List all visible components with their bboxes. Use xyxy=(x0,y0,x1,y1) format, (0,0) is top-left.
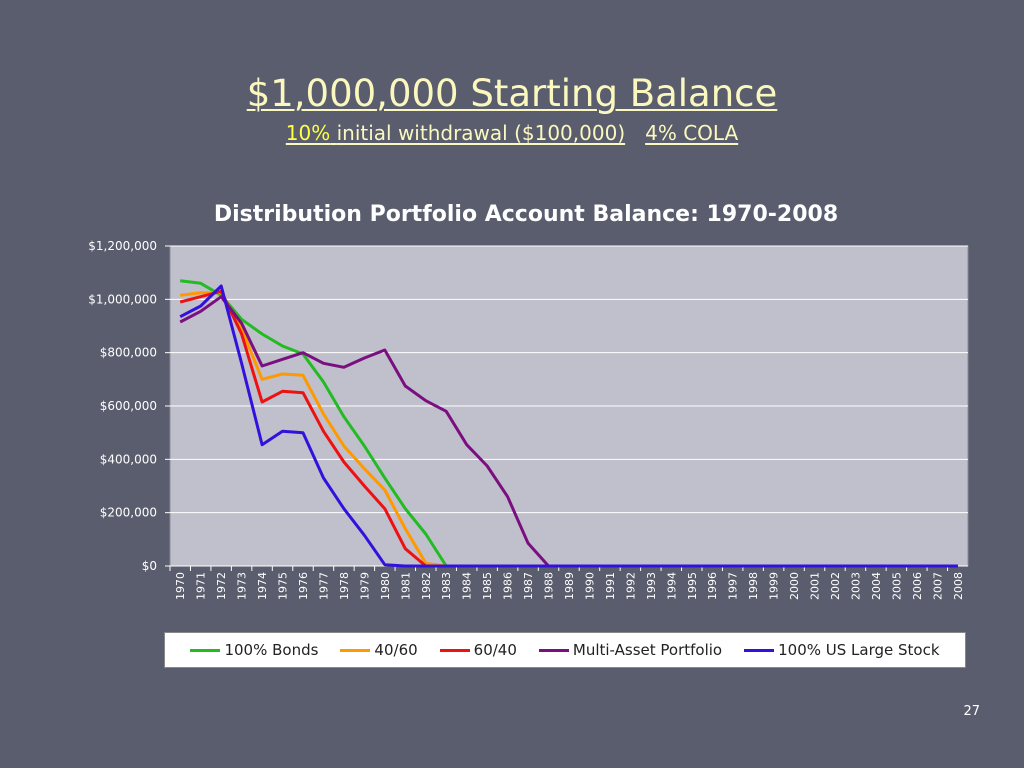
legend-label: 60/40 xyxy=(473,641,517,659)
x-tick-label: 1992 xyxy=(624,572,637,600)
x-tick-label: 2000 xyxy=(788,572,801,600)
x-tick-label: 1974 xyxy=(256,572,269,600)
x-tick-label: 1986 xyxy=(502,572,515,600)
legend-swatch xyxy=(744,648,775,652)
x-tick-label: 1989 xyxy=(563,572,576,600)
x-tick-label: 1984 xyxy=(461,572,474,600)
balance-line-chart: $0 $200,000 $400,000 $600,000 $800,000 $1,000… xyxy=(88,239,969,600)
subtitle-cola: 4% COLA xyxy=(645,121,739,145)
legend-swatch xyxy=(439,648,470,652)
chart-title: Distribution Portfolio Account Balance: … xyxy=(213,202,839,227)
x-tick-label: 2006 xyxy=(911,572,924,600)
legend-swatch xyxy=(340,648,371,652)
x-tick-label: 2007 xyxy=(931,572,944,600)
slide-title: $1,000,000 Starting Balance xyxy=(246,72,778,115)
x-tick-label: 1978 xyxy=(338,572,351,600)
slide-subtitle: 10% initial withdrawal ($100,000) 4% COLA xyxy=(0,120,1024,146)
y-tick-label: $800,000 xyxy=(100,346,157,360)
x-tick-label: 1987 xyxy=(522,572,535,600)
legend-item: Multi-Asset Portfolio xyxy=(538,641,723,659)
x-tick-label: 1996 xyxy=(706,572,719,600)
y-tick-label: $400,000 xyxy=(100,452,157,466)
chart-legend: 100% Bonds 40/60 60/40 Multi-Asset Portfoli… xyxy=(164,632,966,668)
legend-swatch xyxy=(538,648,569,652)
x-tick-label: 1994 xyxy=(665,572,678,600)
x-tick-label: 1981 xyxy=(399,572,412,600)
x-tick-label: 1990 xyxy=(583,572,596,600)
x-tick-label: 1980 xyxy=(379,572,392,600)
x-tick-label: 1975 xyxy=(277,572,290,600)
x-tick-label: 1973 xyxy=(236,572,249,600)
y-tick-label: $1,200,000 xyxy=(88,239,157,253)
x-tick-label: 2003 xyxy=(849,572,862,600)
legend-label: 100% Bonds xyxy=(224,641,319,659)
x-tick-label: 2004 xyxy=(870,572,883,600)
subtitle-highlight: 10% xyxy=(285,121,331,145)
x-tick-label: 1988 xyxy=(543,572,556,600)
x-tick-label: 2001 xyxy=(809,572,822,600)
legend-swatch xyxy=(190,648,221,652)
x-tick-label: 1979 xyxy=(358,572,371,600)
x-tick-label: 1972 xyxy=(215,572,228,600)
legend-item: 100% US Large Stock xyxy=(744,641,940,659)
x-tick-label: 1976 xyxy=(297,572,310,600)
legend-label: Multi-Asset Portfolio xyxy=(572,641,723,659)
x-tick-label: 1985 xyxy=(481,572,494,600)
legend-item: 60/40 xyxy=(439,641,517,659)
y-tick-label: $200,000 xyxy=(100,506,157,520)
x-tick-label: 2005 xyxy=(890,572,903,600)
x-tick-label: 1977 xyxy=(317,572,330,600)
x-tick-label: 1999 xyxy=(768,572,781,600)
x-tick-label: 1971 xyxy=(195,572,208,600)
y-tick-label: $600,000 xyxy=(100,399,157,413)
x-tick-label: 1997 xyxy=(727,572,740,600)
x-tick-label: 2008 xyxy=(952,572,965,600)
x-tick-label: 1993 xyxy=(645,572,658,600)
x-tick-label: 1998 xyxy=(747,572,760,600)
x-tick-label: 1991 xyxy=(604,572,617,600)
x-tick-label: 1995 xyxy=(686,572,699,600)
x-tick-label: 1970 xyxy=(174,572,187,600)
x-tick-label: 1982 xyxy=(420,572,433,600)
legend-label: 100% US Large Stock xyxy=(778,641,940,659)
y-tick-label: $0 xyxy=(142,559,157,573)
y-tick-label: $1,000,000 xyxy=(88,292,157,306)
page-number: 27 xyxy=(963,704,980,719)
x-tick-label: 2002 xyxy=(829,572,842,600)
legend-label: 40/60 xyxy=(374,641,418,659)
legend-item: 40/60 xyxy=(340,641,418,659)
x-tick-label: 1983 xyxy=(440,572,453,600)
subtitle-withdrawal: initial withdrawal ($100,000) xyxy=(336,121,626,145)
legend-item: 100% Bonds xyxy=(190,641,318,659)
